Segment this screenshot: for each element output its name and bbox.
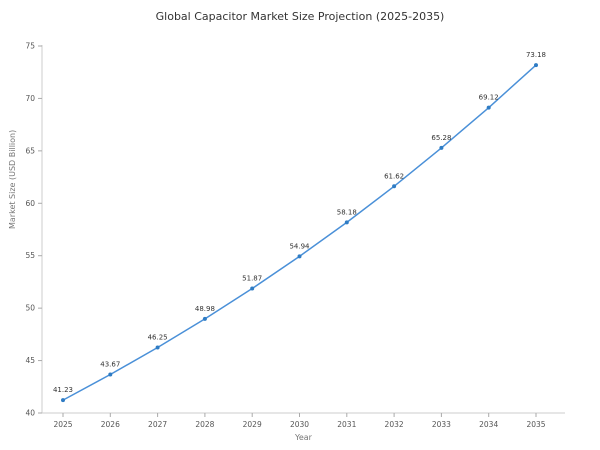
y-tick-label: 45	[25, 356, 35, 365]
data-point	[297, 254, 302, 259]
y-tick-label: 70	[25, 94, 35, 103]
x-axis-label: Year	[295, 433, 312, 442]
y-tick-label: 65	[25, 146, 35, 155]
x-tick-label: 2033	[432, 420, 451, 429]
data-point	[534, 63, 538, 68]
data-point	[61, 398, 65, 403]
data-point	[202, 316, 207, 321]
x-tick-label: 2032	[385, 420, 404, 429]
data-point	[250, 286, 255, 291]
x-tick-label: 2029	[243, 420, 262, 429]
data-point	[108, 372, 113, 377]
data-point-label: 73.18	[526, 51, 546, 59]
x-tick-label: 2030	[290, 420, 309, 429]
chart-title: Global Capacitor Market Size Projection …	[155, 10, 445, 23]
x-tick-label: 2031	[337, 420, 356, 429]
x-tick-label: 2027	[148, 420, 167, 429]
y-tick-label: 60	[25, 199, 35, 208]
data-point-label: 51.87	[242, 275, 262, 283]
y-tick-label: 55	[25, 251, 35, 260]
x-tick-label: 2035	[526, 420, 545, 429]
data-point-label: 46.25	[148, 333, 168, 341]
data-point-label: 58.18	[337, 208, 357, 216]
data-point-label: 65.28	[431, 134, 451, 142]
x-tick-label: 2026	[101, 420, 120, 429]
data-point-label: 61.62	[384, 172, 404, 180]
series-line	[62, 64, 537, 401]
data-point	[439, 145, 444, 150]
data-point	[344, 220, 349, 225]
x-tick-label: 2028	[195, 420, 214, 429]
data-point-label: 48.98	[195, 305, 215, 313]
data-point-label: 69.12	[479, 94, 499, 102]
y-tick-label: 50	[25, 304, 35, 313]
x-tick-label: 2034	[479, 420, 498, 429]
y-tick-label: 40	[25, 409, 35, 418]
data-point	[155, 345, 160, 350]
data-point	[486, 105, 491, 110]
data-point-label: 41.23	[53, 386, 73, 394]
data-point-label: 43.67	[100, 361, 120, 369]
data-point-label: 54.94	[289, 242, 310, 250]
x-tick-label: 2025	[53, 420, 72, 429]
y-tick-label: 75	[25, 42, 35, 51]
data-point	[392, 184, 397, 189]
